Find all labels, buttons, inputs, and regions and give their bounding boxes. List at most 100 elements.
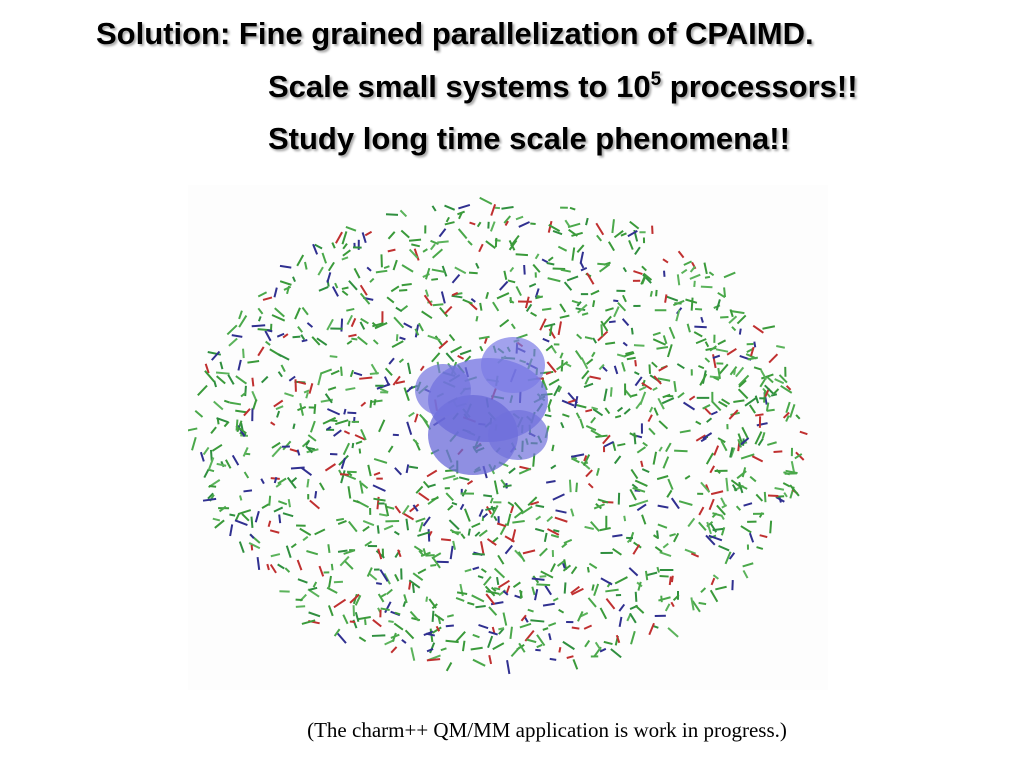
bond — [275, 482, 282, 488]
bond — [188, 427, 198, 432]
bond — [618, 603, 626, 612]
bond — [387, 445, 394, 453]
bond — [664, 294, 668, 303]
bond — [428, 598, 437, 609]
bond — [559, 314, 570, 319]
bond — [705, 452, 714, 465]
bond — [358, 636, 367, 643]
bond — [675, 309, 681, 322]
bond — [229, 524, 234, 537]
bond — [676, 274, 681, 286]
bond — [238, 310, 243, 320]
bond — [698, 521, 707, 531]
bond — [710, 490, 724, 496]
bond — [351, 442, 355, 449]
bond — [595, 467, 600, 476]
bond — [645, 571, 658, 577]
bond — [503, 270, 508, 280]
bond — [547, 277, 561, 283]
bond — [613, 230, 624, 239]
bond — [634, 604, 645, 614]
bond — [756, 546, 764, 550]
bond — [427, 483, 436, 488]
bond — [672, 299, 685, 307]
bond — [414, 328, 420, 336]
bond — [276, 332, 285, 338]
bond — [565, 362, 572, 368]
bond — [237, 359, 242, 371]
bond — [215, 371, 230, 375]
bond — [768, 353, 779, 364]
bond — [759, 378, 767, 388]
bond — [584, 639, 591, 648]
bond — [542, 337, 550, 343]
bond — [207, 457, 215, 471]
bond — [634, 376, 643, 387]
bond — [713, 445, 720, 456]
bond — [440, 538, 451, 542]
bond — [213, 380, 218, 388]
bond — [689, 273, 701, 280]
bond — [490, 221, 496, 232]
bond — [451, 291, 459, 297]
bond — [467, 528, 471, 536]
bond — [362, 520, 375, 527]
bond — [359, 292, 371, 305]
bond — [442, 474, 456, 480]
bond — [596, 234, 603, 242]
bond — [658, 446, 663, 452]
bond — [452, 540, 457, 550]
molecule-figure — [188, 185, 828, 690]
bond — [383, 524, 394, 531]
bond — [485, 506, 496, 511]
bond — [542, 602, 555, 607]
bond — [349, 620, 356, 624]
bond — [742, 569, 749, 579]
bond — [287, 498, 291, 508]
bond — [333, 580, 344, 584]
bond — [240, 422, 244, 431]
bond — [629, 432, 638, 438]
bond — [418, 492, 430, 501]
bond — [778, 374, 788, 384]
bond — [271, 446, 283, 458]
bond — [322, 416, 337, 425]
bond — [312, 581, 318, 588]
bond — [513, 501, 524, 513]
bond — [720, 440, 728, 452]
bond — [710, 523, 718, 533]
bond — [406, 385, 414, 393]
bond — [657, 377, 671, 382]
bond — [690, 597, 695, 611]
bond — [549, 325, 553, 337]
bond — [492, 301, 500, 312]
bond — [430, 239, 439, 246]
bond — [455, 631, 466, 643]
bond — [690, 297, 694, 311]
bond — [485, 240, 496, 250]
bond — [417, 322, 424, 332]
bond — [749, 475, 757, 483]
bond — [512, 519, 525, 524]
bond — [586, 272, 595, 285]
bond — [530, 619, 545, 623]
bond — [633, 541, 642, 549]
bond — [739, 484, 748, 490]
bond — [550, 563, 556, 573]
bond — [479, 196, 493, 205]
bond — [712, 354, 721, 360]
bond — [359, 321, 366, 330]
bond — [432, 557, 441, 569]
bond — [708, 271, 715, 277]
bond — [296, 559, 303, 571]
bond — [479, 345, 484, 352]
bond — [759, 534, 768, 539]
bond — [540, 570, 554, 579]
bond — [493, 567, 506, 579]
bond — [579, 418, 585, 429]
bond — [731, 484, 738, 492]
bond — [724, 551, 732, 565]
bond — [505, 585, 511, 594]
bond — [266, 563, 270, 571]
bond — [579, 251, 585, 264]
